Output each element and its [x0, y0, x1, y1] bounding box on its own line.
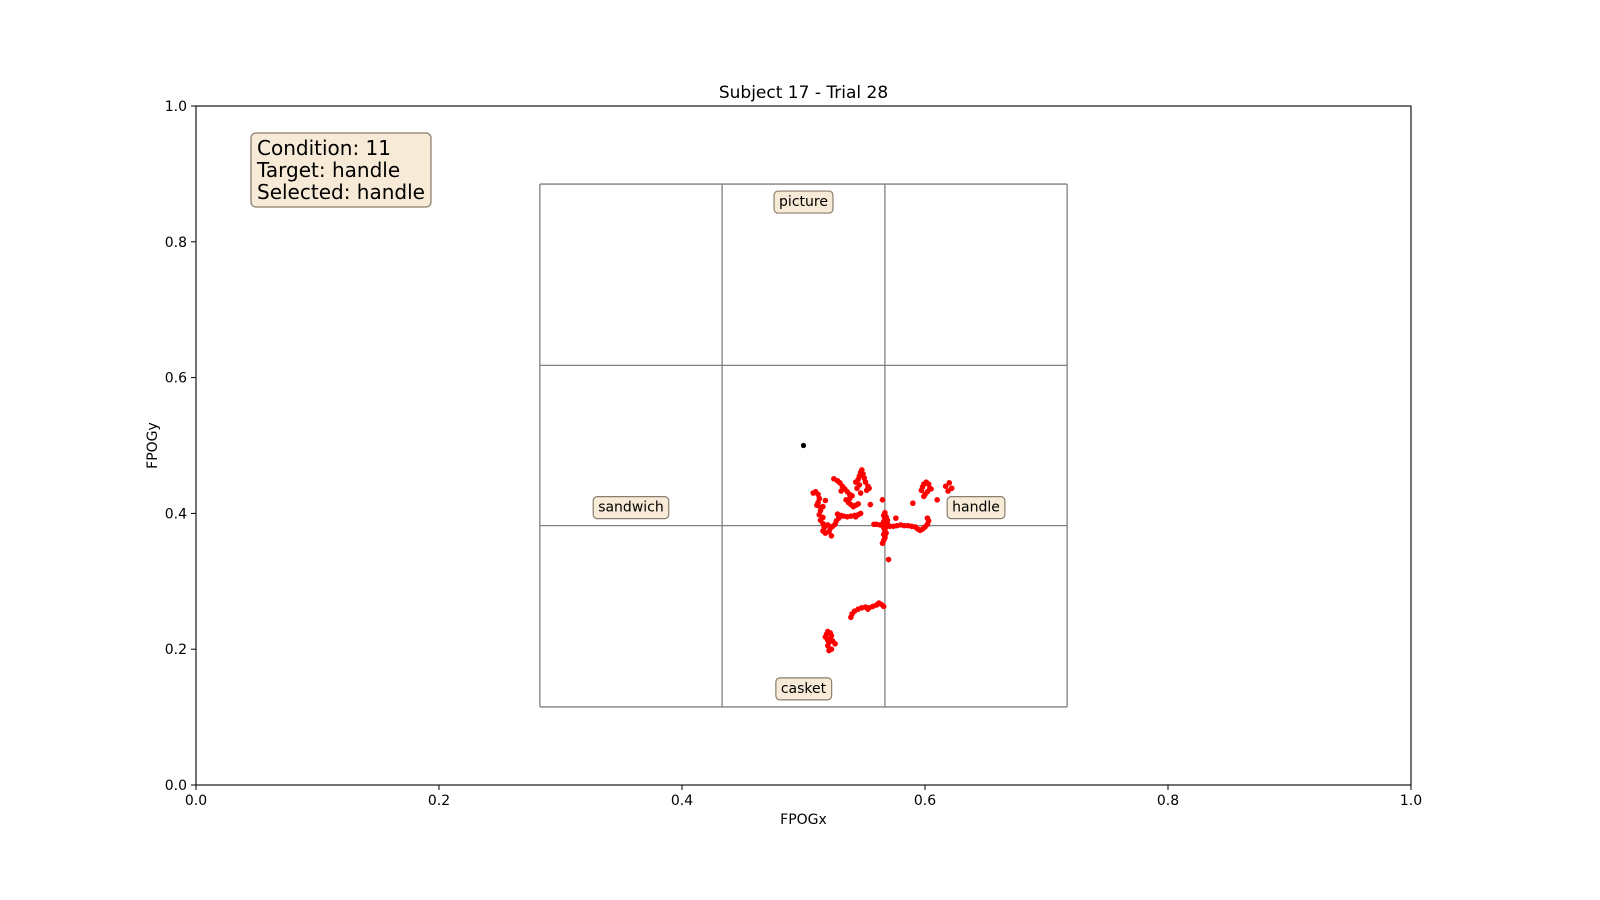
aoi-label-text: sandwich	[598, 500, 664, 516]
y-tick-label: 0.4	[165, 506, 187, 522]
gaze-point	[832, 640, 838, 647]
aoi-label-box	[773, 190, 834, 214]
gaze-point	[834, 511, 841, 517]
aoi-label-box	[775, 677, 833, 701]
y-axis-label: FPOGy	[145, 422, 161, 469]
gaze-point	[871, 521, 877, 528]
aoi-label-picture: picture	[773, 190, 834, 214]
y-tick-label: 0.6	[165, 371, 187, 387]
gaze-point	[945, 488, 951, 494]
gaze-point	[879, 497, 886, 503]
fixation-point	[800, 442, 807, 449]
gaze-points	[810, 467, 955, 654]
aoi-grid	[539, 183, 1068, 708]
gaze-point	[852, 513, 859, 520]
gaze-point	[920, 493, 927, 500]
gaze-point	[825, 628, 831, 635]
info-target: Target: handle	[256, 158, 400, 182]
y-tick-label: 0.8	[165, 235, 187, 251]
gaze-point	[863, 487, 870, 494]
gaze-point	[934, 497, 940, 503]
gaze-point	[946, 480, 953, 486]
x-tick-label: 0.8	[1157, 793, 1179, 809]
y-tick-label: 0.2	[165, 642, 187, 658]
plot-area-frame	[195, 105, 1412, 786]
aoi-label-handle: handle	[946, 496, 1006, 520]
gaze-point	[862, 479, 869, 485]
gaze-point	[826, 647, 832, 654]
gaze-point	[867, 501, 874, 508]
gaze-point	[820, 503, 826, 510]
x-axis: 0.0 0.2 0.4 0.6 0.8 1.0	[185, 785, 1422, 809]
gaze-point	[856, 482, 863, 488]
gaze-point	[885, 556, 892, 563]
gaze-point	[825, 637, 831, 644]
gaze-point	[822, 497, 829, 504]
gaze-point	[828, 533, 835, 539]
aoi-labels: picture sandwich handle casket	[592, 190, 1006, 701]
y-axis: 0.0 0.2 0.4 0.6 0.8 1.0	[165, 99, 196, 794]
x-tick-label: 0.2	[428, 793, 450, 809]
gaze-point	[942, 483, 949, 490]
gaze-point	[838, 488, 844, 494]
gaze-point	[857, 490, 864, 496]
gaze-point	[857, 510, 864, 517]
gaze-point	[865, 606, 871, 612]
gaze-point	[882, 533, 888, 540]
gaze-point	[910, 500, 916, 507]
info-box-background	[250, 132, 432, 208]
aoi-label-box	[946, 496, 1006, 520]
info-box: Condition: 11 Target: handle Selected: h…	[250, 132, 432, 208]
gaze-point	[893, 515, 899, 521]
info-selected: Selected: handle	[257, 180, 425, 204]
gaze-point	[855, 501, 861, 507]
x-axis-label: FPOGx	[780, 812, 827, 828]
y-tick-label: 0.0	[165, 778, 187, 794]
gaze-point	[880, 603, 887, 610]
aoi-label-text: handle	[952, 500, 1000, 516]
aoi-label-text: casket	[781, 681, 827, 697]
y-tick-label: 1.0	[165, 99, 187, 115]
gaze-point	[879, 540, 886, 547]
x-tick-label: 1.0	[1400, 793, 1422, 809]
gaze-point	[928, 486, 934, 492]
aoi-label-box	[592, 496, 670, 520]
x-tick-label: 0.0	[185, 793, 207, 809]
aoi-label-casket: casket	[775, 677, 833, 701]
x-tick-label: 0.4	[671, 793, 693, 809]
aoi-label-text: picture	[779, 194, 828, 210]
aoi-label-sandwich: sandwich	[592, 496, 670, 520]
chart-title: Subject 17 - Trial 28	[719, 83, 888, 103]
fixation-dot	[800, 442, 807, 449]
x-tick-label: 0.6	[914, 793, 936, 809]
gaze-point	[924, 515, 931, 521]
info-condition: Condition: 11	[257, 136, 391, 160]
